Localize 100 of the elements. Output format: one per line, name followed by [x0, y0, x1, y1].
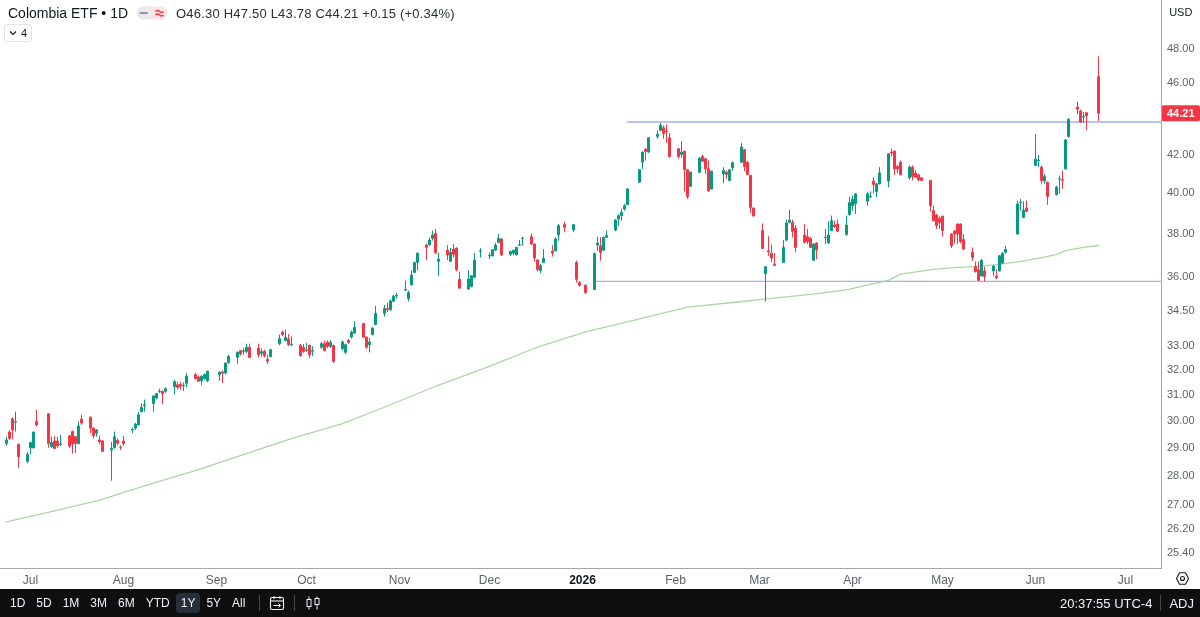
- x-tick-label: Oct: [297, 573, 317, 587]
- y-tick-label: 36.00: [1166, 269, 1195, 282]
- candlestick: [956, 222, 959, 245]
- text: 6M: [118, 596, 135, 610]
- x-tick-label: Jul: [1117, 573, 1134, 587]
- candlestick: [644, 147, 647, 161]
- candlestick: [47, 412, 50, 449]
- candlestick: [1082, 111, 1085, 124]
- candlestick: [446, 244, 449, 261]
- candlestick: [416, 252, 419, 272]
- candlestick: [950, 232, 953, 249]
- candlestick: [638, 168, 641, 184]
- text: 1D: [10, 596, 26, 610]
- candlestick: [764, 265, 767, 303]
- candlestick: [917, 173, 920, 182]
- candlestick: [983, 266, 986, 283]
- y-tick-label: 32.00: [1166, 363, 1195, 376]
- candlestick: [305, 342, 308, 353]
- candlestick: [920, 176, 923, 182]
- candlestick: [872, 176, 875, 194]
- candlestick: [329, 339, 332, 349]
- candlestick: [710, 170, 713, 191]
- y-tick-label: 30.00: [1166, 414, 1195, 427]
- candlestick: [200, 374, 203, 386]
- candlestick: [851, 195, 854, 212]
- candlestick: [743, 148, 746, 172]
- candlestick: [260, 347, 263, 358]
- candlestick: [137, 411, 140, 426]
- candlestick: [368, 337, 371, 353]
- annotation: 4: [21, 27, 28, 39]
- candlestick: [833, 220, 836, 229]
- candlestick: [803, 223, 806, 244]
- candlestick: [677, 147, 680, 160]
- candlestick: [662, 124, 665, 140]
- candlestick: [680, 140, 683, 159]
- candlestick: [434, 228, 437, 255]
- candlestick: [512, 249, 515, 256]
- y-axis-title: USD: [1168, 6, 1194, 18]
- candlestick: [179, 381, 182, 391]
- candlestick: [5, 436, 8, 447]
- candlestick: [266, 354, 269, 365]
- candlestick: [488, 252, 491, 260]
- candlestick: [344, 343, 347, 355]
- y-tick-label: 46.00: [1166, 75, 1195, 88]
- candlestick: [116, 437, 119, 446]
- candlestick: [59, 434, 62, 447]
- candlestick: [197, 374, 200, 383]
- candlestick: [620, 207, 623, 222]
- x-tick-label: Dec: [478, 573, 501, 587]
- candlestick: [269, 348, 272, 358]
- candlestick: [383, 304, 386, 318]
- candlestick: [596, 236, 599, 252]
- x-tick-label: Apr: [843, 573, 862, 587]
- candlestick: [551, 244, 554, 258]
- candlestick: [431, 230, 434, 242]
- candlestick: [176, 381, 179, 391]
- candlestick: [347, 338, 350, 345]
- candlestick: [284, 329, 287, 342]
- candlestick: [257, 343, 260, 358]
- candlestick: [185, 372, 188, 388]
- text: 1M: [62, 596, 80, 610]
- candlestick: [509, 250, 512, 257]
- candlestick: [89, 415, 92, 434]
- candlestick: [56, 436, 59, 449]
- x-tick-label: Sep: [205, 573, 228, 587]
- candlestick: [899, 159, 902, 176]
- candlestick: [320, 341, 323, 350]
- candlestick: [815, 241, 818, 260]
- candlestick: [827, 220, 830, 245]
- candlestick: [1022, 200, 1025, 219]
- x-tick-label: Mar: [749, 573, 770, 587]
- candlestick: [542, 248, 545, 264]
- candlestick: [101, 439, 104, 453]
- candlestick: [500, 237, 503, 257]
- candlestick: [521, 236, 524, 247]
- candlestick: [326, 340, 329, 349]
- y-tick-label: 29.00: [1166, 441, 1195, 454]
- candlestick: [26, 451, 29, 464]
- annotation: 44.21: [1166, 107, 1195, 120]
- candlestick: [497, 233, 500, 244]
- candlestick: [641, 150, 644, 170]
- candlestick: [11, 416, 14, 440]
- candlestick: [407, 290, 410, 302]
- candlestick: [248, 343, 251, 359]
- candlestick: [1016, 200, 1019, 236]
- candlestick: [1061, 170, 1064, 190]
- candlestick: [1043, 173, 1046, 185]
- candlestick: [437, 252, 440, 277]
- y-tick-label: 40.00: [1166, 186, 1195, 199]
- candlestick: [647, 136, 650, 154]
- candlestick: [722, 166, 725, 184]
- candlestick: [308, 344, 311, 359]
- x-tick-label: 2026: [569, 573, 597, 587]
- candlestick: [131, 427, 134, 434]
- candlestick: [371, 326, 374, 336]
- candlestick: [194, 372, 197, 380]
- candlestick: [812, 242, 815, 262]
- candlestick: [302, 343, 305, 354]
- candlestick: [32, 431, 35, 450]
- candlestick: [971, 246, 974, 262]
